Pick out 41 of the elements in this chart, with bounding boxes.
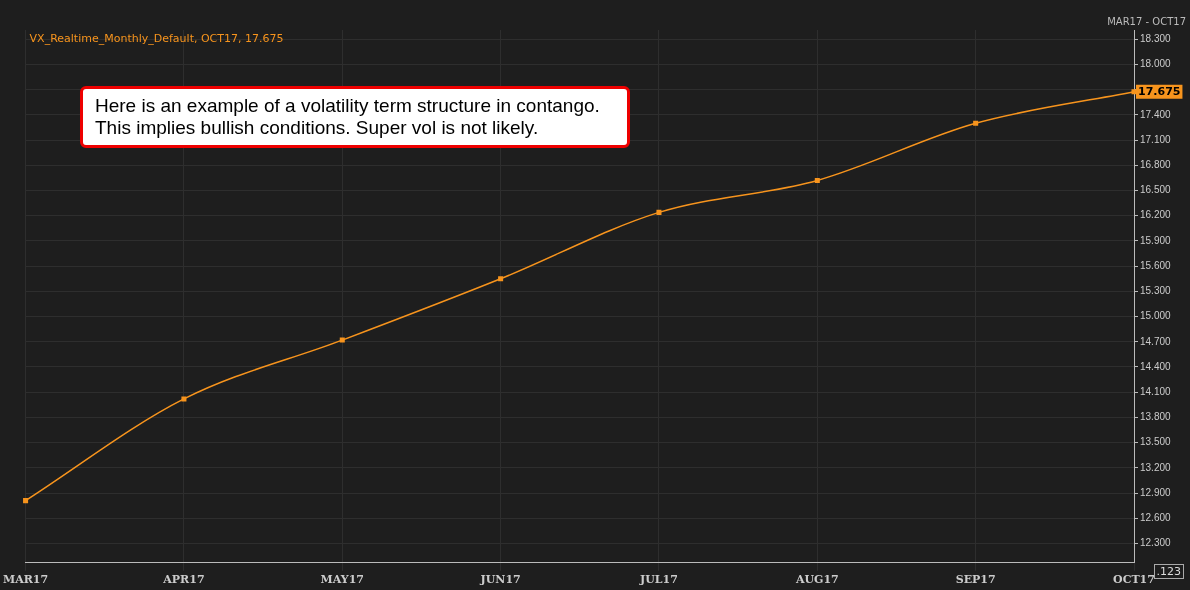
- x-tick-label: SEP17: [955, 573, 996, 587]
- x-tick-label: MAY17: [320, 573, 364, 587]
- y-tick-label: 13.800: [1140, 411, 1172, 423]
- y-tick-label: 16.500: [1140, 184, 1172, 196]
- point: [181, 396, 187, 402]
- x-tick-label: APR17: [162, 573, 205, 587]
- annotation: Here is an example of a volatility term structure in contango. This implies bullish conditions. Super vol is not likely.: [80, 86, 630, 148]
- y-tick-label: 14.400: [1140, 360, 1172, 372]
- x-tick-label: OCT17: [1113, 573, 1155, 587]
- point: [656, 209, 662, 215]
- y-tick-label: 15.000: [1140, 310, 1172, 322]
- y-tick-label: 16.800: [1140, 159, 1172, 171]
- x-tick-label: AUG17: [794, 573, 839, 587]
- y-tick-label: 15.900: [1140, 234, 1172, 246]
- x-tick-label: JUL17: [639, 573, 678, 587]
- y-tick-label: 18.300: [1140, 32, 1172, 44]
- y-tick-label: 14.700: [1140, 335, 1172, 347]
- y-tick-label: 14.100: [1140, 385, 1172, 397]
- point: [498, 276, 504, 282]
- x-tick-label: JUN17: [479, 573, 521, 587]
- point: [973, 120, 979, 126]
- y-tick-label: 12.300: [1140, 537, 1172, 549]
- y-tick-label: 16.200: [1140, 209, 1172, 221]
- y-tick-label: 13.200: [1140, 461, 1172, 473]
- y-tick-label: 13.500: [1140, 436, 1172, 448]
- y-tick-label: 12.600: [1140, 512, 1172, 524]
- y-tick-label: 15.300: [1140, 285, 1172, 297]
- point: [339, 337, 345, 343]
- chart-subtitle: MAR17 - OCT17: [1107, 16, 1186, 27]
- y-tick-label: 18.000: [1140, 58, 1172, 70]
- y-tick-label: 12.900: [1140, 486, 1172, 498]
- point: [23, 498, 29, 504]
- point: [1131, 89, 1137, 95]
- y-tick-label: 17.400: [1140, 108, 1172, 120]
- y-tick-label: 17.100: [1140, 133, 1172, 145]
- y-tick-label: 15.600: [1140, 259, 1172, 271]
- point: [814, 177, 820, 183]
- text: .123: [1153, 564, 1184, 579]
- data-label: 17.675: [1138, 84, 1181, 98]
- x-tick-label: MAR17: [2, 573, 49, 587]
- text: VX_Realtime_Monthly_Default, OCT17, 17.675: [29, 32, 284, 46]
